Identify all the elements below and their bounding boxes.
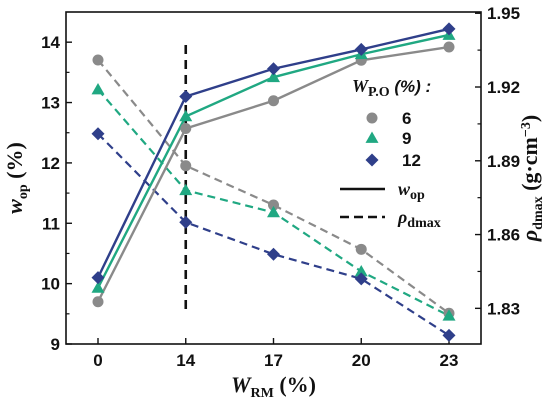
rho-point-series-12 <box>179 215 193 229</box>
y-left-tick-label: 11 <box>42 214 60 233</box>
y-left-tick-label: 14 <box>41 33 60 52</box>
y-right-tick-label: 1.95 <box>487 4 520 23</box>
plot-area: 0 14 17 20 23 9 10 11 12 13 14 1.83 1.86 1.89 1.92 1.95… <box>2 4 546 401</box>
rho-point-series-9 <box>91 82 105 95</box>
y-left-tick-label: 12 <box>41 154 60 173</box>
x-axis-title: WRM (%) <box>231 372 316 401</box>
wop-point-series-9 <box>179 109 193 122</box>
legend-marker-series-12 <box>365 153 379 167</box>
legend-label-series-12: 12 <box>402 151 421 170</box>
rho-line-series-12 <box>97 132 450 337</box>
y-left-axis-title: wop (%) <box>2 142 31 214</box>
wop-point-series-12 <box>91 271 105 285</box>
legend-title: WP.O (%) : <box>352 76 431 100</box>
rho-point-series-9 <box>442 309 456 321</box>
rho-point-series-6 <box>355 243 367 255</box>
legend-marker-series-6 <box>366 112 378 124</box>
wop-point-series-6 <box>268 95 279 107</box>
rho-point-series-12 <box>354 272 368 286</box>
wop-point-series-12 <box>442 22 456 36</box>
x-tick-label: 20 <box>352 351 371 370</box>
rho-point-series-12 <box>91 127 105 141</box>
y-right-tick-label: 1.86 <box>487 226 520 245</box>
legend-label-wop: wop <box>398 179 425 203</box>
rho-point-series-9 <box>267 205 280 218</box>
rho-point-series-6 <box>268 199 279 211</box>
legend-label-series-6: 6 <box>402 109 411 128</box>
y-right-axis-title: ρdmax (g·cm−3) <box>517 115 546 242</box>
x-tick-label: 0 <box>93 351 102 370</box>
rho-point-series-9 <box>179 183 193 196</box>
wop-point-series-12 <box>354 42 368 56</box>
wop-point-series-9 <box>91 281 105 293</box>
legend-marker-series-9 <box>365 131 379 143</box>
y-right-tick-label: 1.89 <box>487 152 520 171</box>
rho-point-series-12 <box>267 247 280 261</box>
y-right-tick-label: 1.83 <box>487 299 520 318</box>
x-tick-label: 23 <box>440 351 459 370</box>
legend-label-rho: ρdmax <box>397 207 441 231</box>
rho-line-series-6 <box>97 59 450 315</box>
y-right-tick-label: 1.92 <box>487 78 520 97</box>
wop-point-series-6 <box>180 123 192 135</box>
rho-point-series-12 <box>442 328 456 342</box>
plot-frame <box>65 11 482 345</box>
wop-point-series-6 <box>443 41 455 53</box>
wop-point-series-6 <box>92 296 104 308</box>
rho-point-series-6 <box>92 54 104 66</box>
x-tick-label: 17 <box>264 351 283 370</box>
y-left-tick-label: 10 <box>41 275 60 294</box>
x-tick-label: 14 <box>176 351 195 370</box>
wop-point-series-12 <box>267 62 280 76</box>
wop-point-series-9 <box>267 70 280 83</box>
legend-label-series-9: 9 <box>402 129 411 148</box>
wop-point-series-12 <box>179 90 193 104</box>
y-left-tick-label: 13 <box>41 94 60 113</box>
rho-point-series-6 <box>180 160 192 172</box>
rho-point-series-9 <box>354 264 368 277</box>
y-left-tick-label: 9 <box>51 335 60 354</box>
